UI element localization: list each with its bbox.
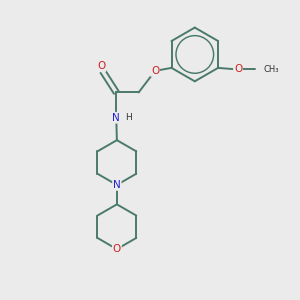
Text: O: O xyxy=(113,244,121,254)
Text: CH₃: CH₃ xyxy=(263,65,279,74)
Text: O: O xyxy=(97,61,106,71)
Text: O: O xyxy=(151,66,159,76)
Text: O: O xyxy=(234,64,242,74)
Text: H: H xyxy=(125,113,132,122)
Text: N: N xyxy=(112,113,120,123)
Text: N: N xyxy=(113,180,121,190)
